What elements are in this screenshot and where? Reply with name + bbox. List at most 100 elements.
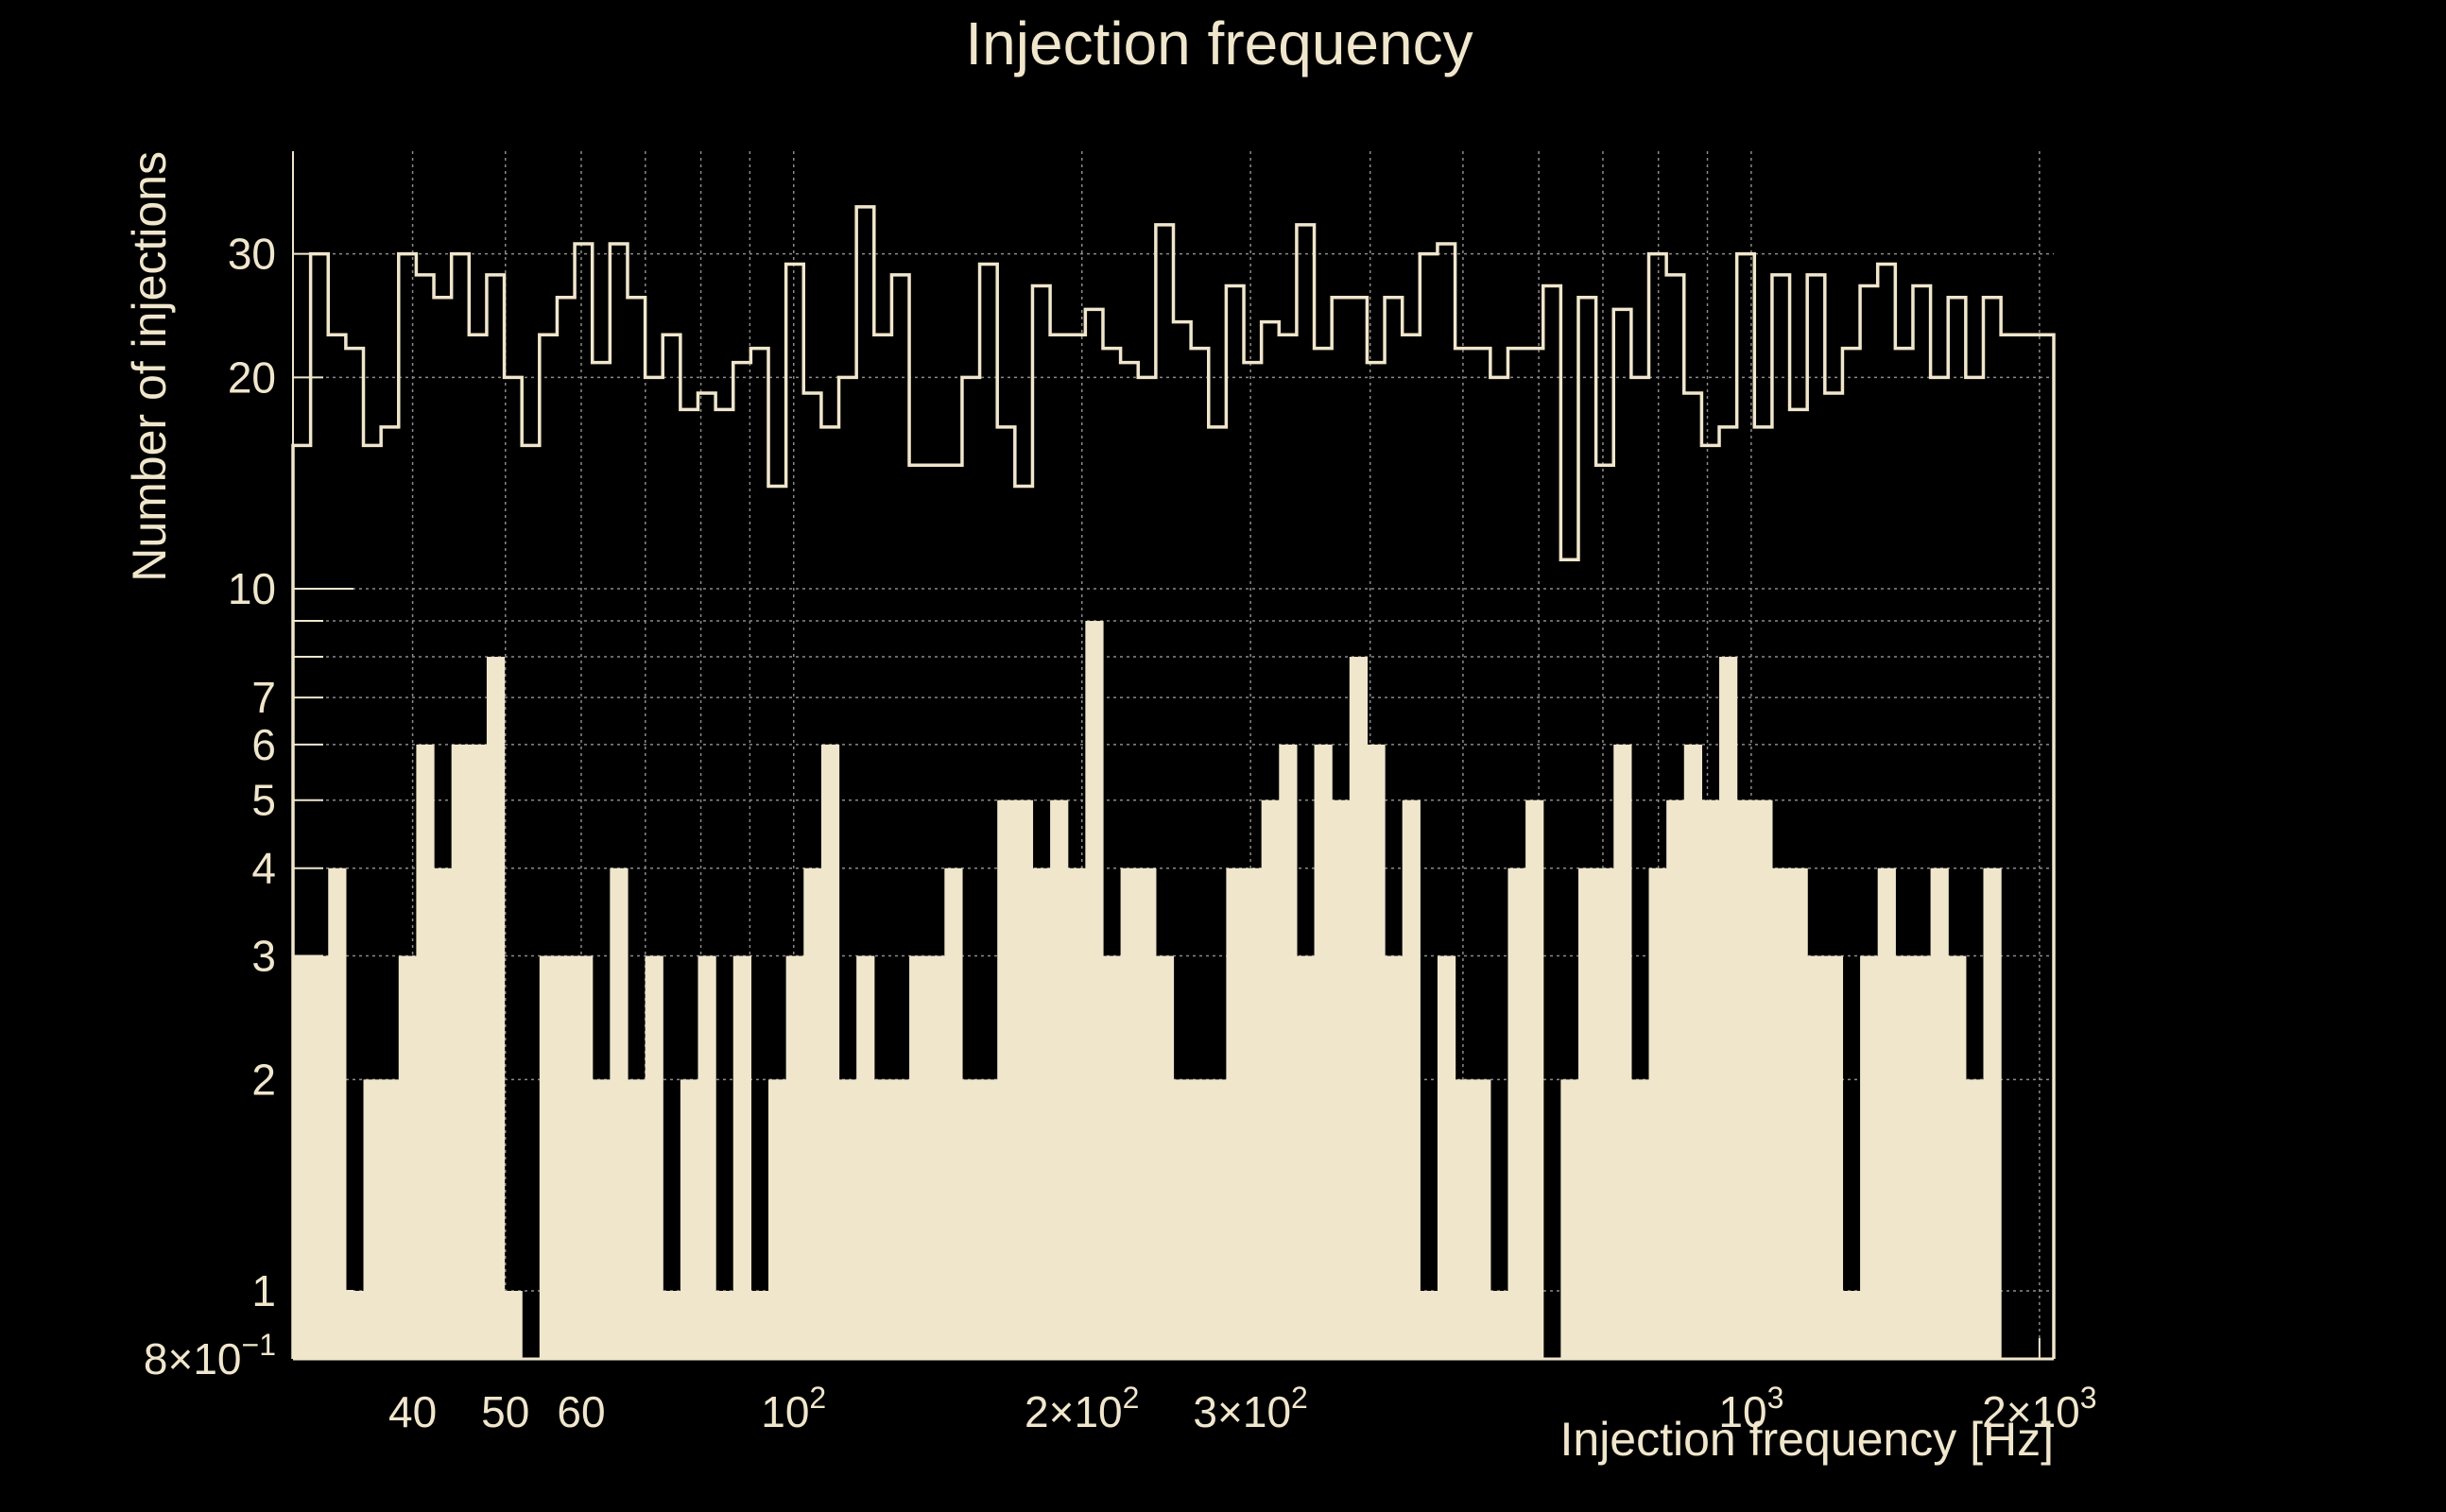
histogram-bar (891, 1079, 910, 1359)
histogram-bar (1244, 868, 1263, 1359)
x-tick-label: 102 (761, 1381, 826, 1436)
y-tick-label: 30 (228, 230, 276, 279)
histogram-bar (1860, 955, 1879, 1359)
histogram-bar (1771, 868, 1791, 1359)
tick-labels: 40 50 60 102 2×102 3×102 103 2×103 8×10−1 1 2 3 4 5 67… (144, 230, 2097, 1436)
axes (292, 151, 2054, 1361)
histogram-bar (680, 1079, 699, 1359)
histogram-bar (663, 1291, 681, 1359)
histogram-bar (1789, 868, 1808, 1359)
histogram-bar (1648, 868, 1667, 1359)
histogram-bar (310, 955, 329, 1359)
y-axis-label: Number of injections (123, 151, 176, 582)
histogram-bar (1367, 744, 1386, 1359)
histogram-bar (539, 955, 559, 1359)
histogram-bar (1613, 744, 1632, 1359)
histogram-bar (838, 1079, 857, 1359)
histogram-bar (768, 1079, 787, 1359)
histogram-bar (1437, 955, 1456, 1359)
histogram-bar (469, 744, 488, 1359)
histogram-bar (1983, 868, 2002, 1359)
x-tick-label: 2×102 (1025, 1381, 1139, 1436)
histogram-bar (328, 868, 347, 1359)
x-axis-label: Injection frequency [Hz] (1560, 1413, 2055, 1466)
histogram-bar (1719, 657, 1738, 1359)
histogram-bar (1155, 955, 1175, 1359)
histogram-bar (1560, 1079, 1579, 1359)
histogram-bar (293, 955, 312, 1359)
histogram-bar (557, 955, 576, 1359)
histogram-bar (434, 868, 453, 1359)
histogram-bar (1085, 621, 1104, 1359)
histogram-bar (1050, 799, 1069, 1359)
histogram-bar (1701, 799, 1720, 1359)
histogram-bar (1473, 1079, 1491, 1359)
chart-title: Injection frequency (965, 9, 1473, 77)
histogram-bar (1032, 868, 1051, 1359)
histogram-bar (486, 657, 506, 1359)
histogram-bar (926, 955, 945, 1359)
histogram-bar (979, 1079, 998, 1359)
histogram-bar (592, 1079, 611, 1359)
histogram-bar (1930, 868, 1949, 1359)
histogram-bar (997, 799, 1016, 1359)
histogram-bar (750, 1291, 769, 1359)
y-tick-label: 10 (228, 564, 276, 613)
histogram-bar (803, 868, 822, 1359)
histogram-bar (1912, 955, 1932, 1359)
histogram-bar (1102, 955, 1122, 1359)
histogram-bar (363, 1079, 382, 1359)
x-tick-label: 3×102 (1193, 1381, 1307, 1436)
histogram-bar (1067, 868, 1086, 1359)
histogram-bar (1842, 1291, 1861, 1359)
y-tick-label: 7 (251, 673, 276, 722)
histogram-bar (1014, 799, 1034, 1359)
y-tick-label: 4 (251, 844, 276, 893)
histogram-bar (698, 955, 716, 1359)
histogram-bar (610, 868, 629, 1359)
x-tick-label: 60 (557, 1387, 605, 1436)
histogram-bar (1138, 868, 1157, 1359)
histogram-bar (1120, 868, 1139, 1359)
histogram-bar (575, 955, 594, 1359)
histogram-bar (1490, 1291, 1509, 1359)
histogram-bar (1683, 744, 1702, 1359)
histogram-bar (1525, 799, 1544, 1359)
y-tick-label: 8×10−1 (144, 1328, 276, 1383)
histogram-bar (1595, 868, 1614, 1359)
histogram-bar (1895, 955, 1914, 1359)
x-tick-label: 40 (388, 1387, 437, 1436)
histogram-bar (820, 744, 840, 1359)
histogram-bar (451, 744, 470, 1359)
histogram-bar (1630, 1079, 1650, 1359)
histogram-bar (1208, 1079, 1227, 1359)
histogram-bar (398, 955, 418, 1359)
histogram-bar (1385, 955, 1404, 1359)
step-line (291, 205, 2056, 1359)
histogram-bar (1736, 799, 1755, 1359)
histogram-bar (1420, 1291, 1438, 1359)
step-histogram (291, 205, 2056, 1359)
histogram-bar (1279, 744, 1298, 1359)
x-tick-label: 50 (481, 1387, 529, 1436)
y-tick-label: 1 (251, 1266, 276, 1315)
x-tick-label: 103 (1718, 1381, 1783, 1436)
histogram-bar (1807, 955, 1826, 1359)
histogram-bar (416, 744, 435, 1359)
y-tick-label: 2 (251, 1055, 276, 1104)
histogram-bar (1577, 868, 1597, 1359)
y-tick-label: 5 (251, 776, 276, 825)
y-tick-label: 3 (251, 932, 276, 981)
histogram-bar (732, 955, 751, 1359)
histogram-bar (1314, 744, 1333, 1359)
histogram-bar (1226, 868, 1245, 1359)
histogram-bar (785, 955, 804, 1359)
histogram-bar (1507, 868, 1526, 1359)
y-tick-label: 20 (228, 352, 276, 402)
histogram-bar (1948, 955, 1967, 1359)
histogram-bar (1191, 1079, 1210, 1359)
histogram-bar (1173, 1079, 1192, 1359)
histogram-bar (504, 1291, 523, 1359)
histogram-bar (961, 1079, 981, 1359)
